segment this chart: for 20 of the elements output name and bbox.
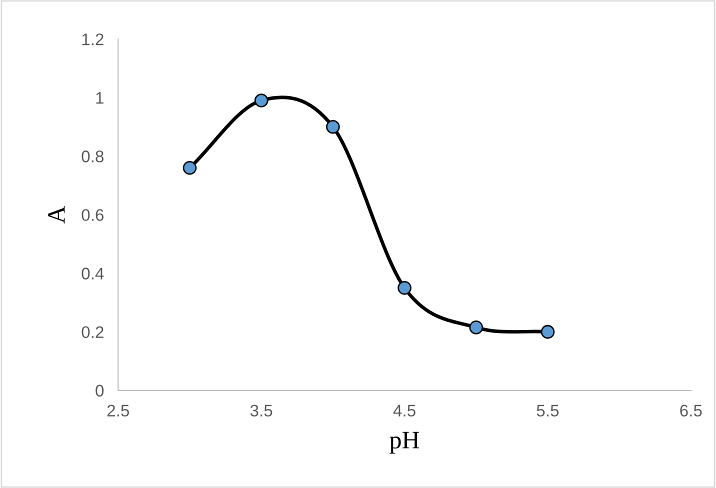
y-tick-label: 0.4	[82, 268, 104, 280]
point	[326, 120, 340, 134]
point	[469, 320, 484, 334]
x-tick-label: 6.5	[680, 404, 702, 417]
x-tick-label: 5.5	[536, 404, 559, 417]
y-tick-label: 0.2	[82, 326, 104, 338]
x-axis-title: pH	[390, 432, 420, 454]
y-tick-label: 1	[96, 92, 104, 104]
y-tick-label: 0.6	[82, 209, 104, 221]
y-tick-label: 0	[96, 384, 104, 397]
x-tick-label: 4.5	[393, 404, 416, 417]
x-tick-label: 3.5	[250, 404, 272, 417]
y-axis-title: A	[48, 206, 65, 224]
y-tick-label: 1.2	[82, 33, 104, 46]
point	[182, 160, 197, 175]
y-tick-label: 0.8	[82, 150, 104, 162]
point	[398, 281, 412, 295]
point	[540, 324, 555, 339]
point	[254, 94, 268, 108]
x-tick-label: 2.5	[107, 404, 130, 417]
